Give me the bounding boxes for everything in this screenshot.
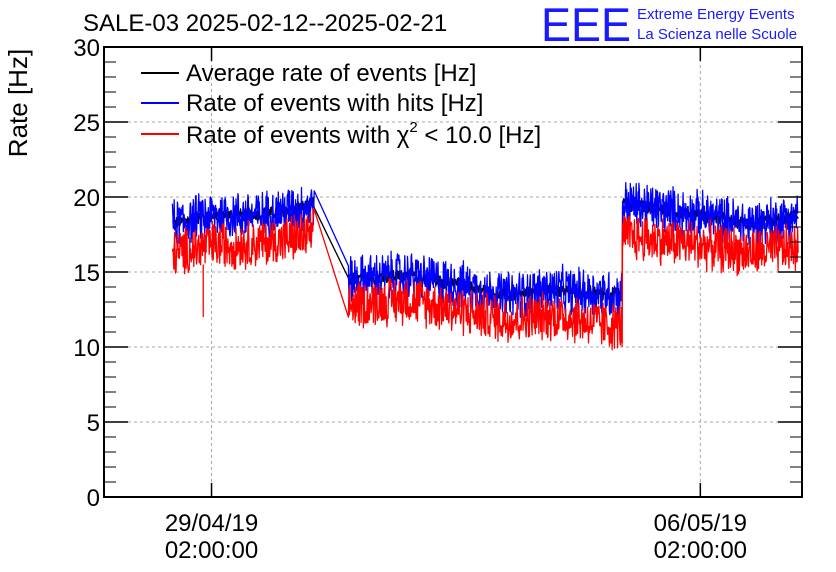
legend-label-average: Average rate of events [Hz]	[186, 60, 476, 87]
legend-label-chi2-sup: 2	[409, 119, 417, 136]
chart-title: SALE-03 2025-02-12--2025-02-21	[83, 10, 447, 37]
legend-label-chi2-suffix: < 10.0 [Hz]	[418, 122, 541, 149]
x-tick-label-date: 29/04/19	[165, 510, 258, 537]
y-tick-label: 30	[73, 35, 100, 62]
legend-label-hits: Rate of events with hits [Hz]	[186, 90, 483, 117]
y-axis-label: Rate [Hz]	[3, 49, 33, 157]
series-group	[171, 182, 799, 351]
x-tick-label-time: 02:00:00	[165, 537, 258, 564]
x-tick-label-date: 06/05/19	[654, 510, 747, 537]
y-tick-label: 25	[73, 110, 100, 137]
y-tick-label: 0	[87, 485, 100, 512]
legend-label-chi2-symbol: χ	[397, 122, 410, 149]
eee-logo: EEE Extreme Energy Events La Scienza nel…	[541, 0, 797, 51]
y-axis-ticks: 0 5 10 15 20 25 30	[73, 35, 802, 512]
eee-logo-letters: EEE	[541, 0, 631, 51]
eee-logo-line2: La Scienza nelle Scuole	[637, 26, 797, 43]
y-tick-label: 5	[87, 410, 100, 437]
y-tick-label: 20	[73, 185, 100, 212]
series-chi2-line	[171, 207, 799, 351]
eee-logo-line1: Extreme Energy Events	[637, 6, 795, 23]
legend-label-chi2-prefix: Rate of events with	[186, 122, 397, 149]
legend-label-chi2: Rate of events with χ2 < 10.0 [Hz]	[186, 119, 541, 149]
legend: Average rate of events [Hz] Rate of even…	[141, 60, 541, 149]
x-tick-label-time: 02:00:00	[654, 537, 747, 564]
y-tick-label: 15	[73, 260, 100, 287]
y-tick-label: 10	[73, 335, 100, 362]
